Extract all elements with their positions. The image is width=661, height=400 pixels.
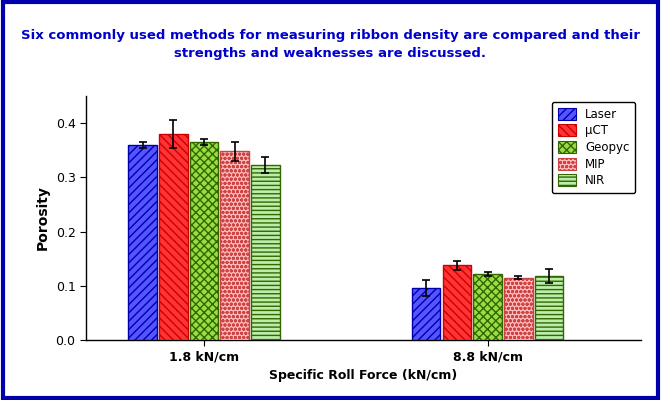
Bar: [473, 274, 502, 340]
Bar: [443, 265, 471, 340]
Text: Six commonly used methods for measuring ribbon density are compared and their
st: Six commonly used methods for measuring …: [21, 28, 640, 60]
X-axis label: Specific Roll Force (kN/cm): Specific Roll Force (kN/cm): [270, 369, 457, 382]
Bar: [251, 165, 280, 340]
Bar: [412, 288, 440, 340]
Bar: [128, 145, 157, 340]
Bar: [535, 276, 563, 340]
Bar: [504, 278, 533, 340]
Bar: [221, 151, 249, 340]
Y-axis label: Porosity: Porosity: [36, 186, 50, 250]
Legend: Laser, μCT, Geopyc, MIP, NIR: Laser, μCT, Geopyc, MIP, NIR: [552, 102, 635, 193]
Bar: [159, 134, 188, 340]
Bar: [190, 142, 218, 340]
